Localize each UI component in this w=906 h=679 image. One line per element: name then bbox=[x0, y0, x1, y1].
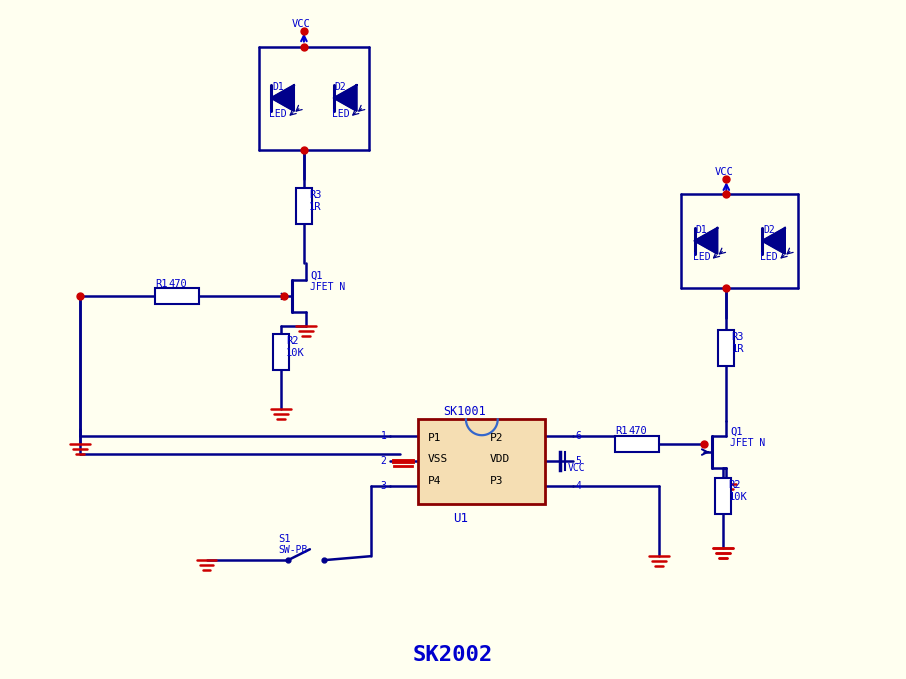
Text: VSS: VSS bbox=[429, 454, 448, 464]
Text: R3: R3 bbox=[731, 332, 744, 342]
Text: R2: R2 bbox=[286, 336, 299, 346]
Polygon shape bbox=[271, 85, 294, 111]
Text: S1: S1 bbox=[278, 534, 291, 545]
Text: 10K: 10K bbox=[728, 492, 747, 502]
Polygon shape bbox=[762, 228, 785, 254]
Text: 1: 1 bbox=[381, 431, 386, 441]
Text: U1: U1 bbox=[453, 511, 468, 525]
Text: D2: D2 bbox=[763, 225, 775, 235]
Text: LED: LED bbox=[760, 252, 777, 261]
Text: SK1001: SK1001 bbox=[443, 405, 486, 418]
Bar bbox=[615, 436, 659, 452]
Text: JFET N: JFET N bbox=[730, 438, 766, 448]
Text: 470: 470 bbox=[169, 278, 188, 289]
Text: P2: P2 bbox=[490, 433, 503, 443]
Text: 10K: 10K bbox=[286, 348, 304, 358]
Bar bbox=[296, 188, 312, 224]
Text: P3: P3 bbox=[490, 476, 503, 486]
Polygon shape bbox=[695, 228, 718, 254]
Text: LED: LED bbox=[269, 109, 287, 119]
Text: 5: 5 bbox=[575, 456, 581, 466]
Text: 6: 6 bbox=[575, 431, 581, 441]
Bar bbox=[716, 478, 731, 513]
Bar bbox=[419, 420, 545, 504]
Bar bbox=[718, 330, 734, 366]
Text: 2: 2 bbox=[381, 456, 386, 466]
Polygon shape bbox=[333, 85, 357, 111]
Text: P4: P4 bbox=[429, 476, 441, 486]
Text: 470: 470 bbox=[629, 426, 648, 437]
Bar bbox=[273, 334, 289, 370]
Text: LED: LED bbox=[692, 252, 710, 261]
Text: 1R: 1R bbox=[309, 202, 322, 212]
Text: 3: 3 bbox=[381, 481, 386, 491]
Bar bbox=[155, 289, 198, 304]
Text: P1: P1 bbox=[429, 433, 441, 443]
Text: D1: D1 bbox=[696, 225, 708, 235]
Text: VCC: VCC bbox=[715, 167, 733, 177]
Text: VCC: VCC bbox=[292, 18, 311, 29]
Text: 1R: 1R bbox=[731, 344, 744, 354]
Text: SK2002: SK2002 bbox=[413, 646, 493, 665]
Text: 4: 4 bbox=[575, 481, 581, 491]
Text: R1: R1 bbox=[615, 426, 628, 437]
Text: LED: LED bbox=[332, 109, 350, 119]
Text: R3: R3 bbox=[309, 190, 322, 200]
Text: R2: R2 bbox=[728, 480, 741, 490]
Text: Q1: Q1 bbox=[310, 270, 323, 280]
Text: D2: D2 bbox=[334, 82, 346, 92]
Text: R1: R1 bbox=[155, 278, 168, 289]
Text: VCC: VCC bbox=[567, 463, 585, 473]
Text: D1: D1 bbox=[272, 82, 284, 92]
Text: SW-PB: SW-PB bbox=[278, 545, 307, 555]
Text: JFET N: JFET N bbox=[310, 282, 345, 293]
Text: VDD: VDD bbox=[490, 454, 510, 464]
Text: Q1: Q1 bbox=[730, 426, 743, 437]
